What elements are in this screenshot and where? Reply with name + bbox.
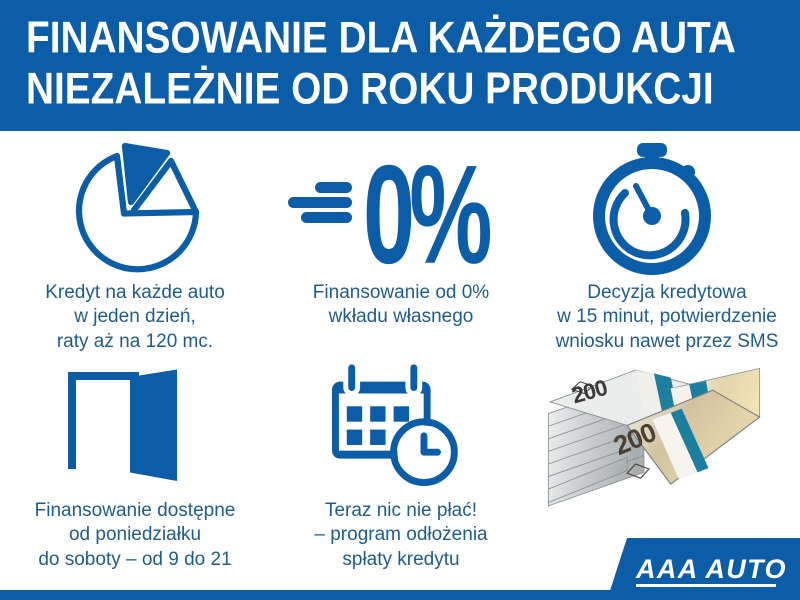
- svg-text:AAA AUTO: AAA AUTO: [635, 554, 786, 584]
- svg-text:0%: 0%: [363, 140, 490, 280]
